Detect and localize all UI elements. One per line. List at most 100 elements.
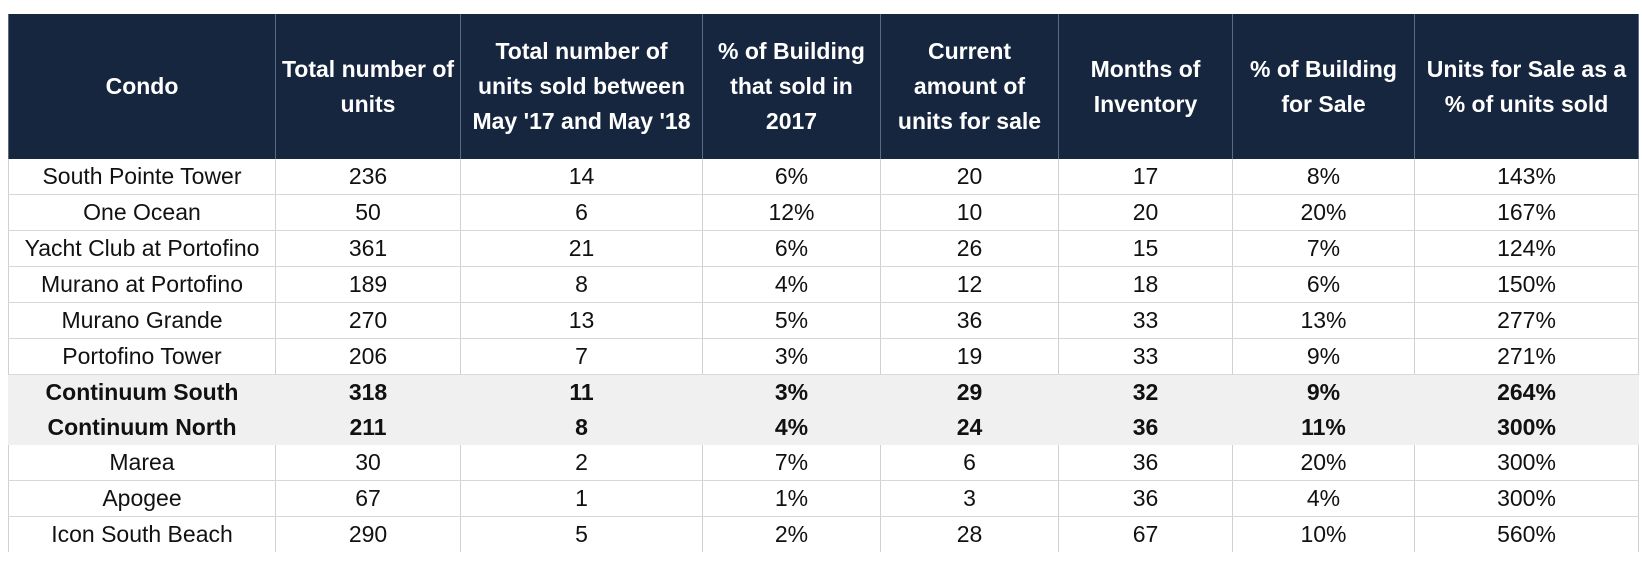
table-header: Condo Total number of units Total number o…	[8, 14, 1639, 159]
cell-months-inventory: 36	[1058, 480, 1233, 517]
cell-sale-to-sold-ratio: 264%	[1414, 374, 1639, 410]
cell-condo: Portofino Tower	[8, 338, 276, 375]
table-row: Murano at Portofino 189 8 4% 12 18 6% 150%	[8, 266, 1639, 303]
cell-months-inventory: 20	[1058, 194, 1233, 231]
cell-sale-to-sold-ratio: 300%	[1414, 480, 1639, 517]
cell-total-units: 211	[275, 410, 461, 445]
cell-units-for-sale: 6	[880, 445, 1059, 481]
cell-sale-to-sold-ratio: 300%	[1414, 445, 1639, 481]
cell-pct-for-sale: 11%	[1232, 410, 1415, 445]
cell-total-units: 50	[275, 194, 461, 231]
cell-pct-sold-2017: 6%	[702, 230, 881, 267]
cell-condo: Continuum South	[8, 374, 276, 410]
cell-pct-for-sale: 7%	[1232, 230, 1415, 267]
condo-inventory-table: Condo Total number of units Total number o…	[8, 14, 1639, 552]
table-row: Icon South Beach 290 5 2% 28 67 10% 560%	[8, 516, 1639, 552]
cell-units-sold: 13	[460, 302, 703, 339]
cell-pct-sold-2017: 12%	[702, 194, 881, 231]
cell-months-inventory: 36	[1058, 410, 1233, 445]
cell-pct-sold-2017: 4%	[702, 266, 881, 303]
cell-units-for-sale: 12	[880, 266, 1059, 303]
cell-months-inventory: 36	[1058, 445, 1233, 481]
cell-condo: One Ocean	[8, 194, 276, 231]
cell-sale-to-sold-ratio: 300%	[1414, 410, 1639, 445]
cell-pct-for-sale: 9%	[1232, 374, 1415, 410]
column-header-total-units: Total number of units	[275, 14, 461, 159]
cell-sale-to-sold-ratio: 150%	[1414, 266, 1639, 303]
cell-units-sold: 11	[460, 374, 703, 410]
header-row: Condo Total number of units Total number o…	[8, 14, 1639, 159]
cell-condo: Marea	[8, 445, 276, 481]
cell-units-sold: 7	[460, 338, 703, 375]
cell-months-inventory: 15	[1058, 230, 1233, 267]
cell-condo: Murano Grande	[8, 302, 276, 339]
column-header-sale-to-sold-ratio: Units for Sale as a % of units sold	[1414, 14, 1639, 159]
cell-pct-for-sale: 10%	[1232, 516, 1415, 552]
table-row: Continuum South 318 11 3% 29 32 9% 264%	[8, 374, 1639, 410]
cell-units-sold: 5	[460, 516, 703, 552]
table-row: Portofino Tower 206 7 3% 19 33 9% 271%	[8, 338, 1639, 375]
table-row: Apogee 67 1 1% 3 36 4% 300%	[8, 480, 1639, 517]
cell-pct-for-sale: 20%	[1232, 194, 1415, 231]
cell-sale-to-sold-ratio: 277%	[1414, 302, 1639, 339]
cell-pct-for-sale: 13%	[1232, 302, 1415, 339]
column-header-condo: Condo	[8, 14, 276, 159]
cell-months-inventory: 67	[1058, 516, 1233, 552]
cell-pct-sold-2017: 2%	[702, 516, 881, 552]
table-body: South Pointe Tower 236 14 6% 20 17 8% 143% One O…	[8, 159, 1639, 552]
cell-pct-sold-2017: 1%	[702, 480, 881, 517]
cell-units-for-sale: 24	[880, 410, 1059, 445]
cell-pct-sold-2017: 7%	[702, 445, 881, 481]
cell-pct-for-sale: 20%	[1232, 445, 1415, 481]
cell-units-for-sale: 20	[880, 159, 1059, 195]
cell-total-units: 206	[275, 338, 461, 375]
cell-units-for-sale: 28	[880, 516, 1059, 552]
cell-total-units: 361	[275, 230, 461, 267]
cell-units-for-sale: 29	[880, 374, 1059, 410]
column-header-pct-for-sale: % of Building for Sale	[1232, 14, 1415, 159]
cell-units-sold: 8	[460, 410, 703, 445]
cell-total-units: 30	[275, 445, 461, 481]
cell-condo: Yacht Club at Portofino	[8, 230, 276, 267]
table-row: Yacht Club at Portofino 361 21 6% 26 15 7% 124%	[8, 230, 1639, 267]
cell-condo: Murano at Portofino	[8, 266, 276, 303]
cell-units-for-sale: 26	[880, 230, 1059, 267]
column-header-pct-sold-2017: % of Building that sold in 2017	[702, 14, 881, 159]
cell-total-units: 236	[275, 159, 461, 195]
cell-sale-to-sold-ratio: 167%	[1414, 194, 1639, 231]
cell-units-sold: 14	[460, 159, 703, 195]
cell-units-sold: 2	[460, 445, 703, 481]
cell-months-inventory: 17	[1058, 159, 1233, 195]
cell-units-sold: 21	[460, 230, 703, 267]
table-row: South Pointe Tower 236 14 6% 20 17 8% 143%	[8, 159, 1639, 195]
cell-sale-to-sold-ratio: 560%	[1414, 516, 1639, 552]
cell-units-sold: 1	[460, 480, 703, 517]
table-row: One Ocean 50 6 12% 10 20 20% 167%	[8, 194, 1639, 231]
cell-units-for-sale: 36	[880, 302, 1059, 339]
cell-total-units: 189	[275, 266, 461, 303]
cell-pct-for-sale: 8%	[1232, 159, 1415, 195]
cell-pct-for-sale: 9%	[1232, 338, 1415, 375]
column-header-units-sold: Total number of units sold between May '…	[460, 14, 703, 159]
cell-units-for-sale: 10	[880, 194, 1059, 231]
column-header-units-for-sale: Current amount of units for sale	[880, 14, 1059, 159]
cell-months-inventory: 32	[1058, 374, 1233, 410]
cell-total-units: 67	[275, 480, 461, 517]
cell-pct-for-sale: 4%	[1232, 480, 1415, 517]
cell-sale-to-sold-ratio: 143%	[1414, 159, 1639, 195]
cell-units-for-sale: 19	[880, 338, 1059, 375]
cell-total-units: 318	[275, 374, 461, 410]
cell-total-units: 290	[275, 516, 461, 552]
table-row: Marea 30 2 7% 6 36 20% 300%	[8, 445, 1639, 481]
cell-pct-sold-2017: 6%	[702, 159, 881, 195]
cell-sale-to-sold-ratio: 124%	[1414, 230, 1639, 267]
cell-units-sold: 6	[460, 194, 703, 231]
cell-months-inventory: 33	[1058, 302, 1233, 339]
column-header-months-inventory: Months of Inventory	[1058, 14, 1233, 159]
cell-units-sold: 8	[460, 266, 703, 303]
cell-sale-to-sold-ratio: 271%	[1414, 338, 1639, 375]
cell-units-for-sale: 3	[880, 480, 1059, 517]
cell-pct-sold-2017: 3%	[702, 338, 881, 375]
table-row: Murano Grande 270 13 5% 36 33 13% 277%	[8, 302, 1639, 339]
cell-months-inventory: 33	[1058, 338, 1233, 375]
